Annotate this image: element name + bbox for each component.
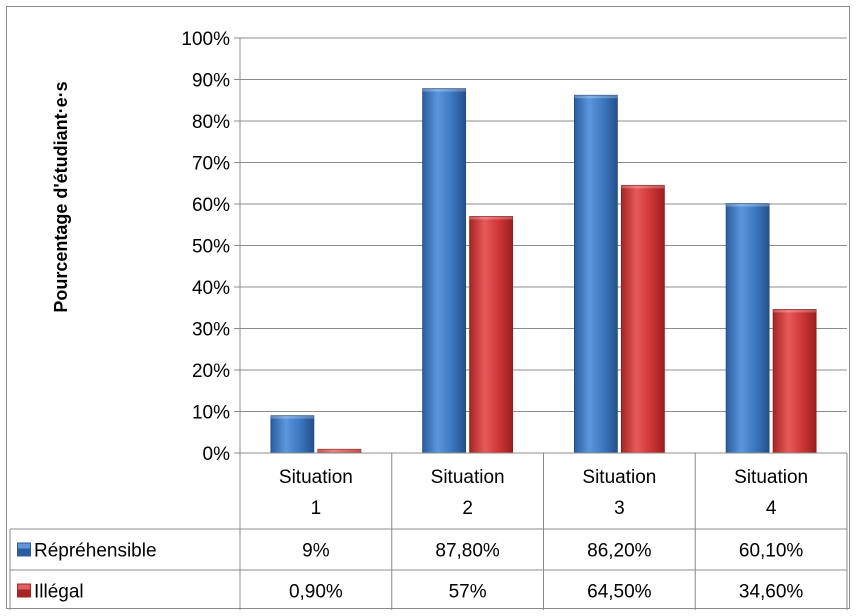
bar-top-highlight (574, 95, 618, 99)
category-label: Situation (279, 467, 353, 488)
y-tick-label: 80% (192, 112, 230, 133)
bar-top-highlight (270, 415, 314, 419)
bar-illegal (772, 309, 817, 454)
y-tick-label: 100% (181, 29, 230, 50)
y-tick-labels: 0% 10% 20% 30% 40% 50% 60% 70% 80% 90% 100% (181, 29, 230, 465)
gridlines (234, 37, 847, 454)
category-label: Situation (431, 467, 505, 488)
bar-top-highlight (621, 185, 665, 189)
category-label: 4 (766, 498, 777, 519)
y-tick-label: 10% (192, 403, 230, 424)
legend-key-highlight (18, 584, 30, 590)
bar-top-highlight (773, 309, 817, 313)
data-label: 0,90% (289, 582, 343, 603)
legend-label: Répréhensible (34, 541, 157, 562)
data-label: 64,50% (587, 582, 652, 603)
y-tick-label: 70% (192, 154, 230, 175)
data-label: 60,10% (739, 541, 804, 562)
category-label: 2 (462, 498, 473, 519)
y-tick-label: 20% (192, 361, 230, 382)
bar-reprehensible (422, 88, 467, 454)
category-label: Situation (734, 467, 808, 488)
data-label: 87,80% (435, 541, 500, 562)
y-axis-label: Pourcentage d'étudiant·e·s (51, 81, 71, 312)
y-tick-label: 30% (192, 320, 230, 341)
bars (270, 88, 817, 454)
y-tick-label: 90% (192, 71, 230, 92)
y-tick-label: 0% (203, 444, 231, 465)
y-tick-label: 50% (192, 237, 230, 258)
legend-label: Illégal (34, 582, 84, 603)
bar-illegal (469, 216, 514, 454)
bar-top-highlight (726, 203, 770, 207)
bar-top-highlight (422, 88, 466, 92)
category-label: Situation (582, 467, 656, 488)
y-tick-label: 60% (192, 195, 230, 216)
data-label: 86,20% (587, 541, 652, 562)
bar-top-highlight (469, 216, 513, 220)
data-label: 34,60% (739, 582, 804, 603)
bar-reprehensible (725, 203, 770, 454)
bar-reprehensible (573, 94, 618, 454)
bar-reprehensible (270, 415, 315, 454)
data-label: 9% (302, 541, 330, 562)
chart: 0% 10% 20% 30% 40% 50% 60% 70% 80% 90% 100% Situat… (9, 29, 848, 610)
chart-frame: 0% 10% 20% 30% 40% 50% 60% 70% 80% 90% 100% Situat… (6, 6, 850, 610)
data-table: Situation 1 Situation 2 Situation 3 Situation 4… (9, 452, 848, 610)
bar-illegal (620, 184, 665, 454)
y-tick-label: 40% (192, 278, 230, 299)
data-label: 57% (449, 582, 487, 603)
legend-key-highlight (18, 543, 30, 549)
category-label: 1 (311, 498, 322, 519)
bar-top-highlight (317, 449, 361, 453)
category-label: 3 (614, 498, 625, 519)
